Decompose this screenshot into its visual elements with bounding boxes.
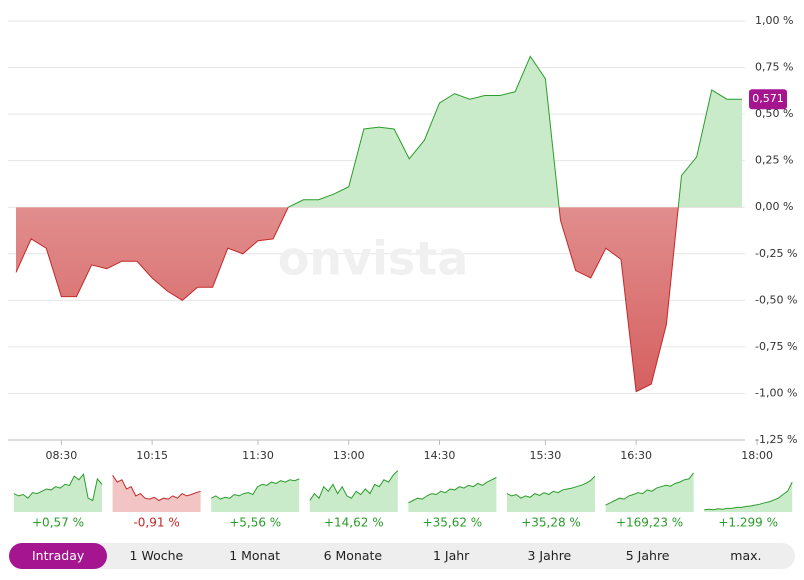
- range-tab[interactable]: Intraday: [9, 543, 108, 569]
- sparkline: [506, 475, 596, 499]
- sparkline-area: [605, 472, 694, 512]
- sparkline: [112, 474, 201, 502]
- range-tab[interactable]: 1 Woche: [129, 548, 184, 563]
- y-tick-label: -1,25 %: [755, 433, 797, 446]
- sparkline-area: [14, 474, 102, 512]
- range-tab[interactable]: 6 Monate: [323, 548, 383, 563]
- sparkline: [309, 470, 399, 501]
- sparkline-change: +169,23 %: [616, 516, 683, 530]
- last-value-label: 0,571: [752, 92, 784, 105]
- sparkline: [605, 472, 694, 506]
- chart: 1,00 % 0,75 % 0,50 % 0,25 % 0,00 % -0,25 % -0,…: [8, 14, 797, 530]
- y-tick-label: -0,50 %: [755, 293, 797, 306]
- sparkline: [210, 478, 300, 500]
- sparkline: [13, 473, 103, 502]
- y-tick-label: 0,75 %: [755, 61, 793, 74]
- x-tick-label: 16:30: [620, 449, 652, 462]
- y-tick-label: 0,25 %: [755, 154, 793, 167]
- sparkline-change: +0,57 %: [32, 516, 84, 530]
- y-tick-label: -0,75 %: [755, 340, 797, 353]
- line-up: [287, 55, 742, 208]
- x-tick-label: 13:00: [333, 449, 365, 462]
- y-tick-label: 1,00 %: [755, 14, 793, 27]
- sparkline-area: [704, 482, 793, 512]
- y-tick-label: -0,25 %: [755, 247, 797, 260]
- sparkline-area: [309, 470, 398, 512]
- x-tick-label: 18:00: [741, 449, 773, 462]
- sparkline-area: [408, 477, 497, 512]
- sparkline-change: +14,62 %: [324, 516, 384, 530]
- x-tick-label: 11:30: [242, 449, 274, 462]
- area-up: [16, 56, 742, 208]
- x-tick-label: 15:30: [530, 449, 562, 462]
- y-tick-label: 0,50 %: [755, 107, 793, 120]
- sparkline-change: -0,91 %: [133, 516, 179, 530]
- sparkline: [704, 481, 793, 511]
- last-value-badge: [749, 89, 787, 110]
- watermark: onvista: [278, 232, 469, 286]
- range-tab[interactable]: max.: [730, 548, 762, 563]
- range-tab[interactable]: 3 Jahre: [527, 548, 572, 563]
- sparkline-change: +35,28 %: [521, 516, 581, 530]
- y-tick-label: 0,00 %: [755, 200, 793, 213]
- x-tick-label: 08:30: [46, 449, 78, 462]
- x-tick-label: 14:30: [424, 449, 456, 462]
- y-tick-label: -1,00 %: [755, 386, 797, 399]
- range-tab[interactable]: 1 Monat: [229, 548, 281, 563]
- sparkline-change: +1.299 %: [718, 516, 778, 530]
- sparkline: [408, 477, 497, 504]
- range-tab[interactable]: 1 Jahr: [432, 548, 470, 563]
- sparkline-area: [112, 475, 201, 512]
- range-tabs: Intraday 1 Woche 1 Monat 6 Monate 1 Jahr 3 Ja…: [9, 543, 795, 569]
- sparkline-change: +35,62 %: [423, 516, 483, 530]
- sparkline-area: [211, 478, 300, 512]
- area-down: [16, 207, 679, 392]
- x-tick-label: 10:15: [136, 449, 168, 462]
- range-tab[interactable]: 5 Jahre: [625, 548, 670, 563]
- sparkline-change: +5,56 %: [229, 516, 281, 530]
- line-down: [15, 207, 679, 393]
- sparkline-area: [507, 476, 595, 512]
